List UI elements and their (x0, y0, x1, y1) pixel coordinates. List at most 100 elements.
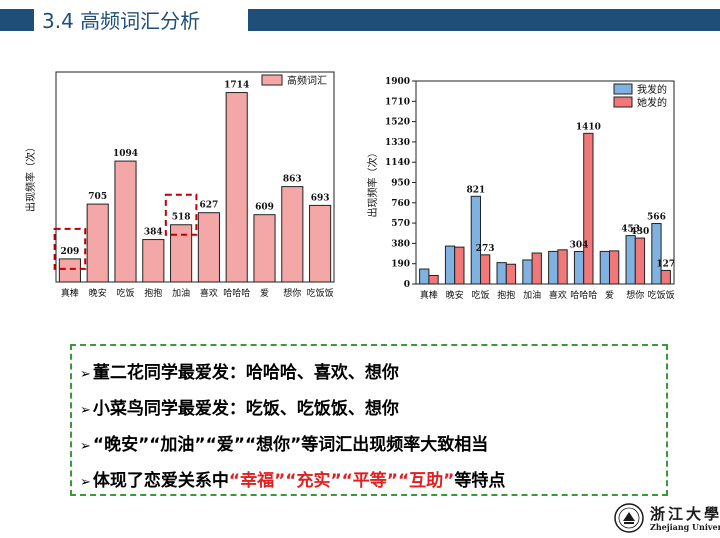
data-label: 863 (283, 175, 302, 185)
y-tick-label: 190 (391, 260, 410, 270)
legend-swatch (613, 96, 633, 108)
data-label: 1714 (224, 81, 249, 91)
plot-frame (55, 71, 335, 283)
x-tick-label: 抱抱 (144, 287, 162, 299)
x-tick-label: 喜欢 (549, 289, 567, 301)
y-tick-label: 1140 (385, 158, 410, 168)
data-label: 1410 (576, 122, 601, 132)
page-title: 3.4 高频词汇分析 (42, 9, 201, 33)
x-tick-label: 真棒 (61, 287, 79, 299)
summary-line-1: ➢ 董二花同学最爱发：哈哈哈、喜欢、想你 (80, 363, 399, 383)
x-tick-label: 哈哈哈 (570, 289, 597, 301)
arrow-icon: ➢ (80, 403, 91, 418)
highlight-mutual-help: “互助” (397, 471, 455, 491)
bar (522, 259, 533, 285)
title-bar-right-block (248, 9, 720, 31)
x-tick-label: 晚安 (446, 289, 464, 301)
bar (142, 239, 165, 283)
y-tick-label: 950 (391, 179, 410, 189)
bar (444, 245, 456, 285)
bar (625, 235, 636, 285)
bar (253, 214, 276, 283)
legend-swatch (261, 74, 283, 86)
bar (496, 262, 507, 285)
bar (660, 269, 671, 285)
bar (309, 204, 332, 283)
bar (634, 237, 646, 285)
x-tick-label: 抱抱 (497, 289, 515, 301)
university-name-en: Zhejiang University (650, 522, 720, 532)
highlight-box (164, 193, 198, 236)
y-tick-label: 570 (391, 219, 410, 229)
x-tick-label: 加油 (172, 287, 190, 299)
title-bar (0, 9, 720, 31)
data-label: 273 (476, 244, 495, 254)
y-tick-label: 760 (391, 199, 410, 209)
data-label: 384 (144, 228, 163, 238)
data-label: 693 (311, 193, 330, 203)
arrow-icon: ➢ (80, 439, 91, 454)
y-tick-label: 380 (391, 239, 410, 249)
data-label: 518 (172, 213, 191, 223)
bar (651, 223, 662, 285)
bar (58, 258, 81, 283)
x-tick-label: 真棒 (420, 289, 438, 301)
legend-label: 她发的 (637, 96, 667, 109)
highlight-equality: “平等” (341, 471, 398, 491)
bar (531, 252, 542, 285)
legend-label: 我发的 (637, 83, 667, 96)
y-tick-label: 1520 (385, 118, 410, 128)
bar (86, 203, 109, 283)
university-seal-icon (614, 503, 644, 533)
bar (281, 186, 304, 283)
y-tick-label: 1900 (385, 77, 410, 87)
bar (428, 274, 439, 285)
arrow-icon: ➢ (80, 475, 91, 490)
data-label: 821 (466, 185, 485, 195)
x-tick-label: 吃饭 (471, 289, 489, 301)
bar (225, 92, 248, 283)
bar (170, 224, 193, 283)
x-tick-label: 爱 (260, 288, 269, 299)
summary-line-4: ➢ 体现了恋爱关系中“幸福”“充实”“平等”“互助”等特点 (80, 471, 506, 491)
highlight-happiness: “幸福” (228, 471, 286, 491)
y-tick-label: 1330 (385, 138, 410, 148)
x-tick-label: 吃饭饭 (648, 289, 675, 301)
x-tick-label: 加油 (523, 289, 541, 301)
y-tick-label: 1710 (385, 97, 410, 107)
chart-sent-comparison: 0 190 380 570 760 950 1140 1330 1520 1710 1900 真棒 晚安… (366, 77, 675, 301)
bar (573, 251, 585, 285)
data-label: 566 (647, 213, 666, 223)
bar (599, 250, 611, 285)
summary-line-3: ➢ “晚安”“加油”“爱”“想你”等词汇出现频率大致相当 (80, 435, 489, 455)
data-label: 609 (255, 203, 274, 213)
bar (454, 246, 465, 285)
x-tick-label: 想你 (283, 287, 301, 299)
bar (480, 254, 491, 285)
highlight-box (53, 227, 87, 270)
data-label: 453 (621, 225, 640, 235)
legend-swatch (613, 83, 633, 95)
bar (557, 249, 568, 285)
bar (505, 263, 517, 285)
bar (470, 195, 481, 285)
y-axis-label: 出现频率（次） (24, 142, 37, 212)
bar (197, 212, 220, 283)
highlight-fulfillment: “充实” (285, 471, 342, 491)
bar (114, 160, 137, 283)
x-tick-label: 喜欢 (200, 287, 218, 299)
y-tick-label: 0 (404, 280, 410, 290)
arrow-icon: ➢ (80, 367, 91, 382)
x-tick-label: 吃饭 (116, 287, 134, 299)
data-label: 627 (200, 201, 219, 211)
data-label: 1094 (113, 149, 138, 159)
x-tick-label: 哈哈哈 (223, 287, 250, 299)
data-label: 705 (88, 192, 107, 202)
university-name-cn: 浙江大學 (650, 505, 720, 523)
summary-box: ➢ 董二花同学最爱发：哈哈哈、喜欢、想你 ➢ 小菜鸟同学最爱发：吃饭、吃饭饭、想你 … (70, 344, 668, 496)
legend-label: 高频词汇 (287, 74, 327, 87)
bar (548, 250, 559, 285)
x-tick-label: 爱 (605, 290, 614, 301)
bar (609, 250, 620, 285)
y-axis-label: 出现频率（次） (366, 148, 379, 218)
